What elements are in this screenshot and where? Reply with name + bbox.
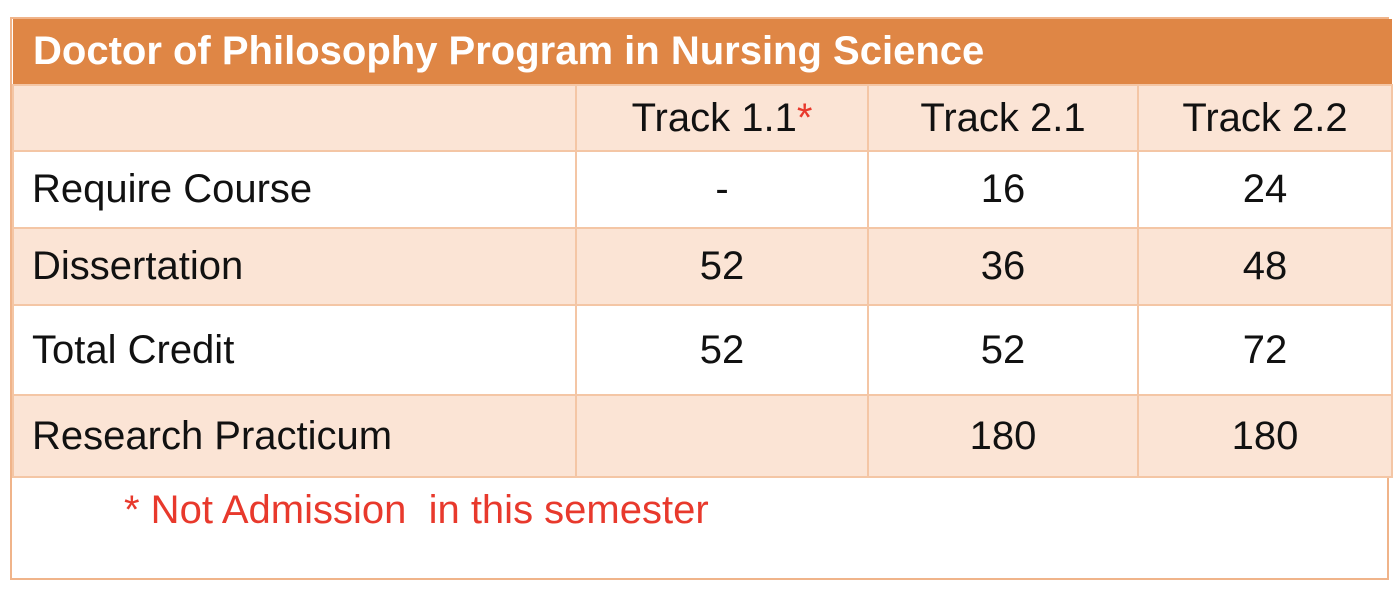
program-credit-table: Doctor of Philosophy Program in Nursing … xyxy=(10,17,1393,580)
cell-value: 16 xyxy=(867,150,1139,229)
table-row-research-practicum: Research Practicum 180 180 xyxy=(12,394,1393,478)
cell-value xyxy=(575,394,869,478)
table-row-total-credit: Total Credit 52 52 72 xyxy=(12,304,1393,396)
header-track-2-2: Track 2.2 xyxy=(1137,84,1393,152)
table-row-dissertation: Dissertation 52 36 48 xyxy=(12,227,1393,306)
header-row: Track 1.1* Track 2.1 Track 2.2 xyxy=(12,84,1393,152)
footnote: * Not Admission in this semester xyxy=(124,488,709,532)
cell-value: 72 xyxy=(1137,304,1393,396)
table-row-require-course: Require Course - 16 24 xyxy=(12,150,1393,229)
cell-value: 36 xyxy=(867,227,1139,306)
cell-value: 180 xyxy=(867,394,1139,478)
credit-table: Doctor of Philosophy Program in Nursing … xyxy=(12,19,1393,478)
row-label: Research Practicum xyxy=(12,394,577,478)
cell-value: 52 xyxy=(867,304,1139,396)
table-title-row: Doctor of Philosophy Program in Nursing … xyxy=(13,19,1392,85)
header-track-2-1: Track 2.1 xyxy=(867,84,1139,152)
header-empty-cell xyxy=(12,84,577,152)
cell-value: 180 xyxy=(1137,394,1393,478)
row-label: Total Credit xyxy=(12,304,577,396)
row-label: Require Course xyxy=(12,150,577,229)
row-label: Dissertation xyxy=(12,227,577,306)
header-track-1-1: Track 1.1* xyxy=(575,84,869,152)
cell-value: 24 xyxy=(1137,150,1393,229)
cell-value: - xyxy=(575,150,869,229)
cell-value: 52 xyxy=(575,304,869,396)
header-track-1-1-label: Track 1.1 xyxy=(631,95,797,140)
cell-value: 48 xyxy=(1137,227,1393,306)
cell-value: 52 xyxy=(575,227,869,306)
header-track-1-1-marker: * xyxy=(796,95,813,140)
table-title: Doctor of Philosophy Program in Nursing … xyxy=(13,19,1392,85)
